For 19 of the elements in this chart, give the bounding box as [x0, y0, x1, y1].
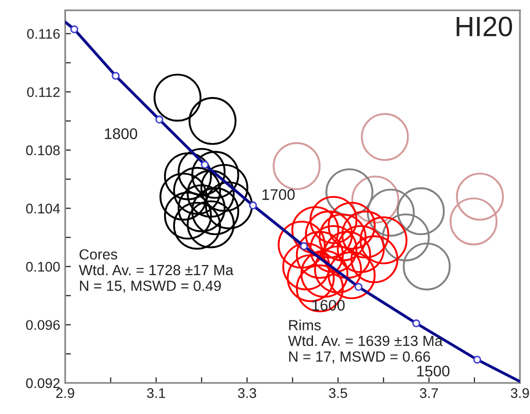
x-tick-label: 3.5: [328, 388, 348, 398]
y-tick-label: 0.112: [27, 87, 60, 98]
annotation: HI20: [456, 16, 512, 36]
annotation: Cores Wtd. Av. = 1728 ±17 Ma N = 15, MSWD = 0.49: [78, 249, 234, 293]
x-tick-label: 3.1: [147, 388, 166, 398]
y-tick-label: 0.108: [26, 145, 60, 156]
annotation: 1500: [417, 366, 450, 376]
y-tick-label: 0.100: [26, 262, 60, 272]
x-tick-label: 3.7: [420, 388, 438, 398]
x-tick-label: 3.9: [510, 388, 529, 398]
x-tick-label: 3.3: [238, 388, 256, 398]
annotation: Rims Wtd. Av. = 1639 ±13 Ma N = 17, MSWD = 0.66: [288, 320, 443, 364]
x-tick-label: 2.9: [56, 388, 74, 398]
annotation: 1700: [262, 189, 295, 200]
y-tick-label: 0.092: [26, 378, 60, 388]
y-tick-label: 0.116: [27, 28, 60, 39]
y-tick-label: 0.104: [26, 204, 60, 214]
y-tick-label: 0.096: [26, 320, 60, 330]
annotation: 1800: [104, 128, 138, 140]
